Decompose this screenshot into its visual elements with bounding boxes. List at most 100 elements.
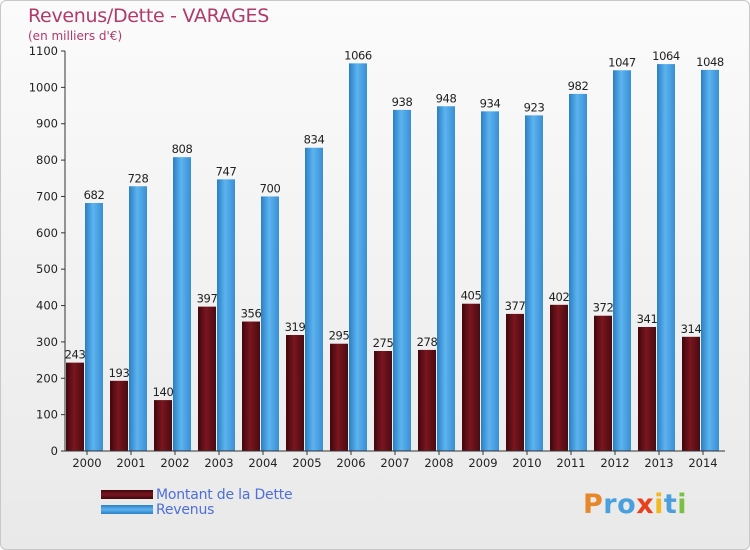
bar-debt-2003 [198,306,216,451]
y-tick-label-200: 200 [36,371,58,385]
bar-revenue-2014 [701,69,719,451]
data-label-revenue-2009: 934 [480,96,501,110]
bar-revenue-2008 [437,106,455,451]
data-label-revenue-2014: 1048 [696,55,724,69]
x-tick-label-2000: 2000 [72,456,101,470]
x-tick-label-2009: 2009 [468,456,497,470]
data-label-revenue-2006: 1066 [344,48,372,62]
data-label-revenue-2010: 923 [524,100,545,114]
y-tick-label-1100: 1100 [29,44,58,58]
data-label-revenue-2002: 808 [172,142,193,156]
bar-revenue-2009 [481,111,499,451]
bar-revenue-2006 [349,63,367,451]
data-label-debt-2012: 372 [593,301,614,315]
y-tick-label-900: 900 [36,117,58,131]
bar-revenue-2005 [305,147,323,451]
x-tick-label-2011: 2011 [556,456,585,470]
axes: 2000 2001 2002 2003 2004 2005 2006 2007 2008 2009… [29,44,725,470]
data-label-debt-2004: 356 [241,307,262,321]
data-label-debt-2008: 278 [417,335,438,349]
bar-debt-2002 [154,400,172,451]
bar-debt-2001 [110,380,128,451]
y-tick-label-600: 600 [36,226,58,240]
y-tick-label-700: 700 [36,189,58,203]
bar-revenue-2001 [129,186,147,452]
chart-subtitle: (en milliers d'€) [28,29,123,43]
logo-letter: o [617,489,637,520]
data-label-revenue-2012: 1047 [608,55,636,69]
x-tick-label-2006: 2006 [336,456,365,470]
bar-revenue-2011 [569,93,587,451]
bar-revenue-2012 [613,70,631,451]
bar-debt-2008 [418,349,436,451]
data-label-debt-2002: 140 [153,385,174,399]
bar-revenue-2003 [217,179,235,451]
data-label-revenue-2004: 700 [260,181,281,195]
data-label-debt-2013: 341 [637,312,658,326]
x-tick-label-2013: 2013 [644,456,673,470]
data-label-debt-2000: 243 [65,348,86,362]
y-tick-label-0: 0 [51,444,58,458]
legend-swatch-revenue [101,505,153,514]
data-labels: 243 682 193 728 140 808 397 747 356 700 319 834 295 1… [65,48,725,399]
data-label-revenue-2013: 1064 [652,49,680,63]
bar-revenue-2013 [657,64,675,451]
bar-debt-2010 [506,313,524,451]
data-label-debt-2001: 193 [109,366,130,380]
x-tick-label-2003: 2003 [204,456,233,470]
bar-debt-2000 [66,362,84,451]
legend-label-revenue: Revenus [156,502,215,518]
data-label-revenue-2007: 938 [392,95,413,109]
y-tick-label-400: 400 [36,299,58,313]
y-tick-label-800: 800 [36,153,58,167]
bar-revenue-2007 [393,109,411,451]
data-label-revenue-2001: 728 [128,171,149,185]
data-label-debt-2010: 377 [505,299,526,313]
bar-debt-2013 [638,327,656,451]
bar-debt-2006 [330,343,348,451]
x-tick-label-2012: 2012 [600,456,629,470]
bars-layer [66,63,719,452]
bar-revenue-2010 [525,115,543,451]
y-tick-label-1000: 1000 [29,80,58,94]
logo-letter: i [654,489,664,520]
y-tick-label-500: 500 [36,262,58,276]
bar-debt-2009 [462,303,480,451]
data-label-debt-2006: 295 [329,329,350,343]
data-label-revenue-2011: 982 [568,79,589,93]
data-label-debt-2009: 405 [461,289,482,303]
bar-debt-2005 [286,335,304,451]
chart-title: Revenus/Dette - VARAGES [28,5,269,27]
proxiti-logo: Proxiti [583,489,687,520]
data-label-revenue-2008: 948 [436,91,457,105]
data-label-debt-2014: 314 [681,322,702,336]
x-tick-label-2004: 2004 [248,456,277,470]
data-label-revenue-2005: 834 [304,133,325,147]
x-tick-label-2002: 2002 [160,456,189,470]
data-label-debt-2005: 319 [285,320,306,334]
logo-letter: t [663,489,678,520]
bar-revenue-2000 [85,203,103,451]
y-tick-label-100: 100 [36,408,58,422]
logo-letter: x [636,489,655,520]
bar-revenue-2004 [261,196,279,451]
data-label-debt-2003: 397 [197,292,218,306]
data-label-revenue-2003: 747 [216,164,237,178]
logo-letter: r [603,489,618,520]
bar-debt-2014 [682,336,700,451]
x-tick-label-2007: 2007 [380,456,409,470]
legend-label-debt: Montant de la Dette [156,487,293,503]
legend-swatch-debt [101,490,153,499]
data-label-revenue-2000: 682 [84,188,105,202]
x-tick-label-2008: 2008 [424,456,453,470]
y-tick-label-300: 300 [36,335,58,349]
bar-debt-2011 [550,304,568,451]
bar-debt-2012 [594,315,612,451]
data-label-debt-2007: 275 [373,336,394,350]
x-tick-label-2005: 2005 [292,456,321,470]
bar-debt-2007 [374,351,392,451]
x-tick-label-2001: 2001 [116,456,145,470]
logo-letter: i [677,489,688,520]
